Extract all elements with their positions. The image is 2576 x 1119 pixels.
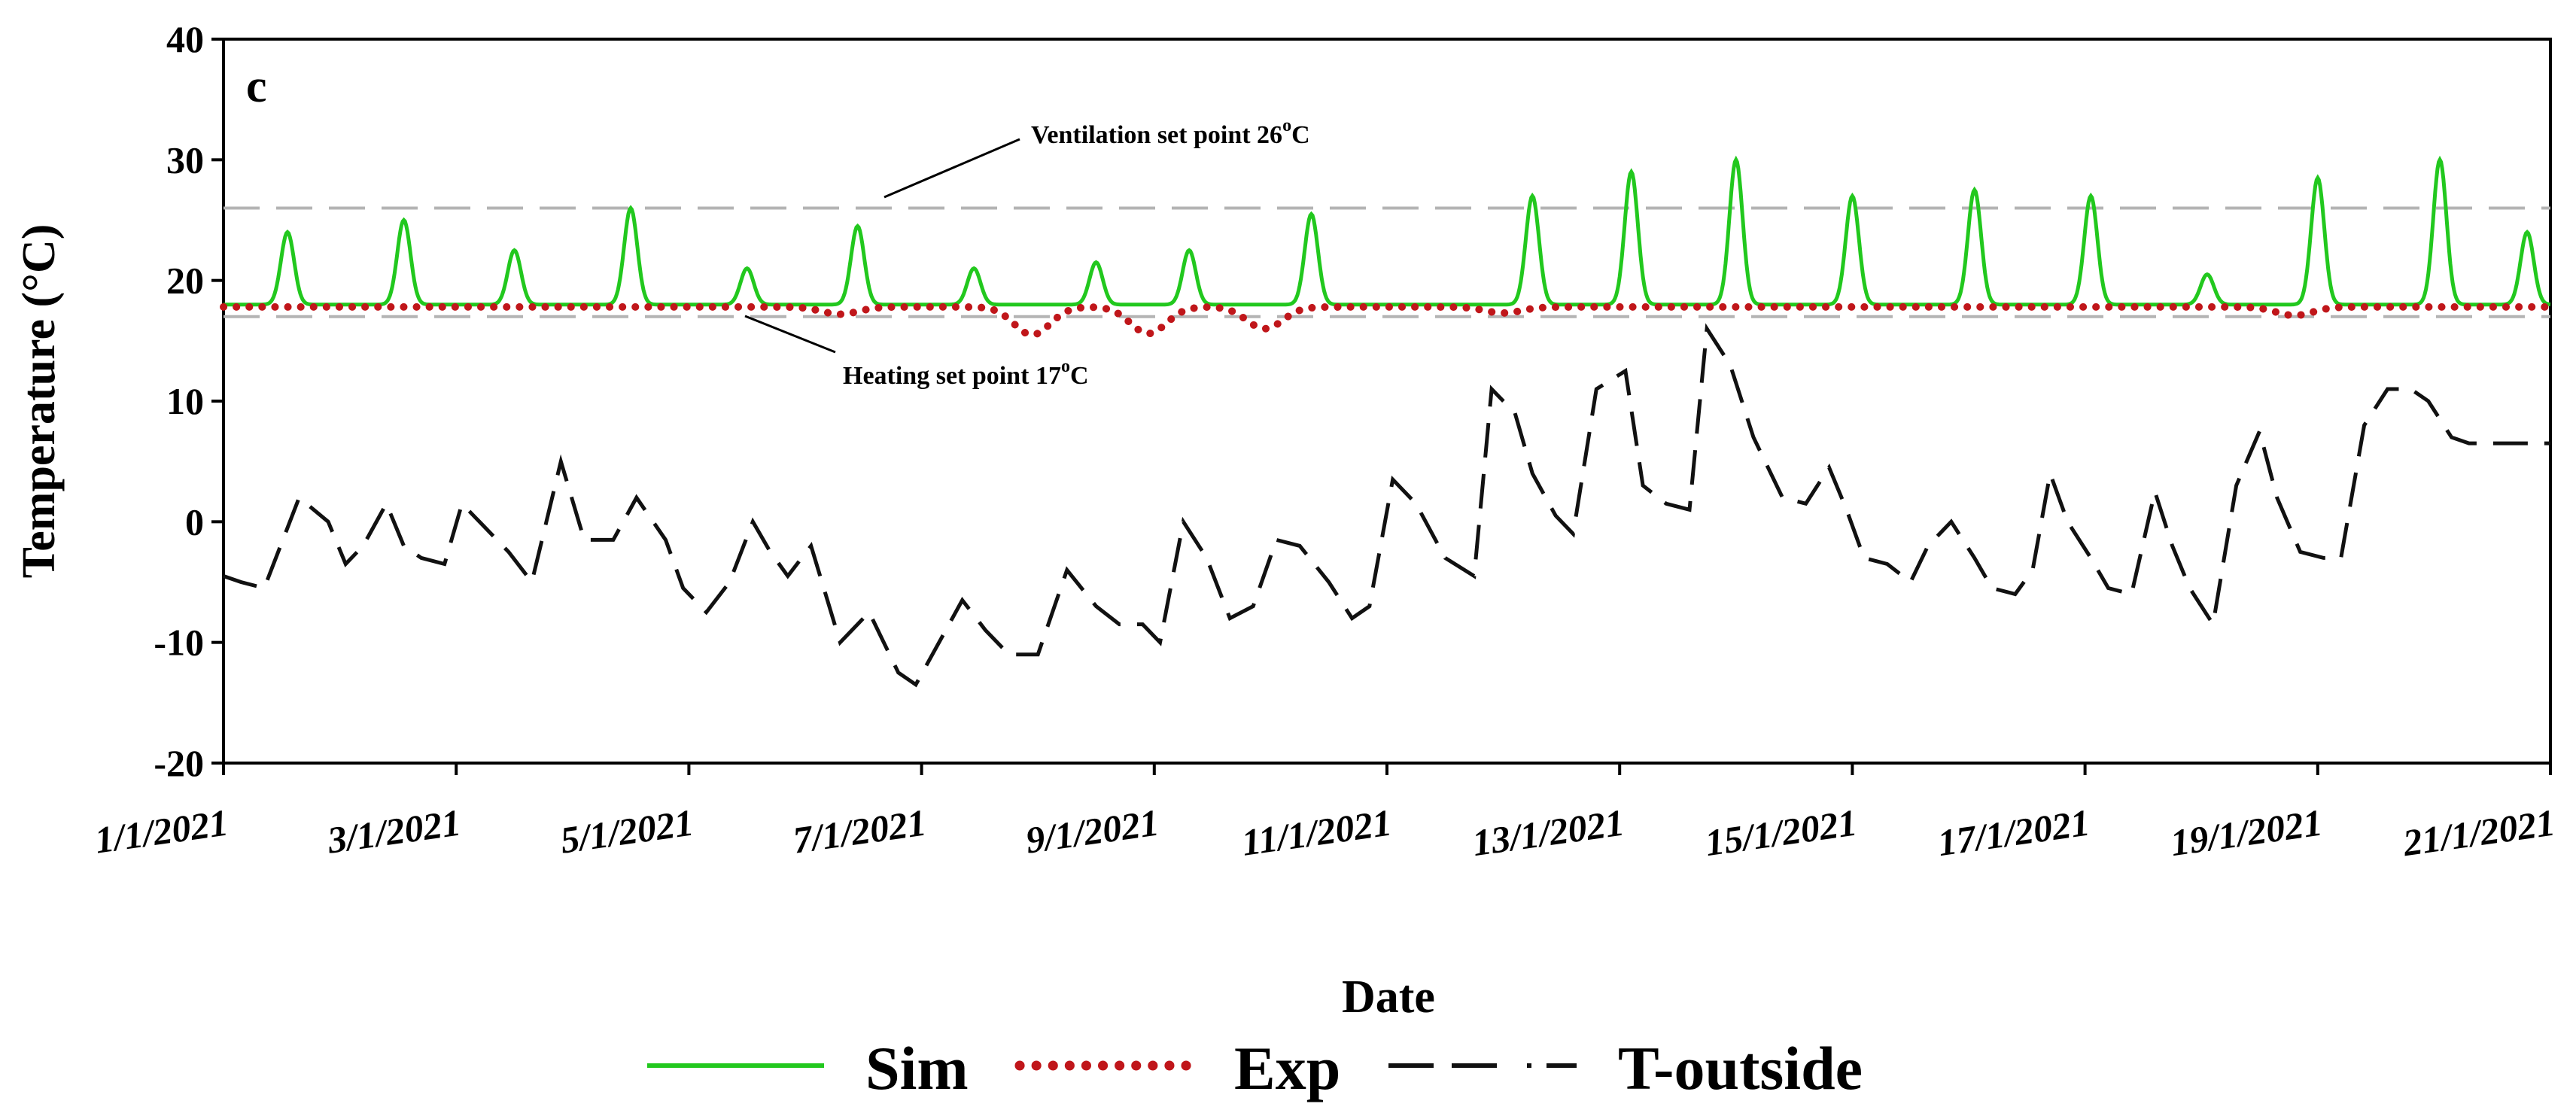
y-tick-label: 10 xyxy=(166,380,204,422)
ventilation-annotation-leader xyxy=(884,138,1020,199)
sim-series-line xyxy=(224,155,2551,307)
x-tick-label: 17/1/2021 xyxy=(1936,801,2093,864)
legend: Sim Exp T-outside xyxy=(647,1034,1863,1102)
x-tick-label: 1/1/2021 xyxy=(93,801,231,861)
y-tick-label: 40 xyxy=(166,18,204,60)
y-axis-ticks: -20 -10 0 10 20 30 40 xyxy=(154,18,224,784)
y-tick-label: -20 xyxy=(154,742,204,784)
x-tick-label: 19/1/2021 xyxy=(2168,801,2325,864)
y-axis-title: Temperature (°C) xyxy=(14,224,65,579)
heating-annotation: Heating set point 17oC xyxy=(843,357,1089,390)
x-tick-label: 13/1/2021 xyxy=(1470,801,1627,864)
heating-annotation-leader xyxy=(744,315,836,354)
exp-series-line xyxy=(220,303,2554,339)
y-tick-label: -10 xyxy=(154,622,204,664)
x-tick-label: 21/1/2021 xyxy=(2400,801,2558,864)
t-outside-series-line xyxy=(223,323,2550,688)
x-tick-label: 15/1/2021 xyxy=(1702,801,1860,864)
legend-outside-label: T-outside xyxy=(1618,1034,1863,1102)
x-tick-label: 3/1/2021 xyxy=(324,801,464,861)
panel-label: c xyxy=(246,61,267,112)
x-tick-label: 7/1/2021 xyxy=(790,801,929,861)
y-tick-label: 0 xyxy=(185,500,204,543)
legend-sim-label: Sim xyxy=(865,1034,969,1102)
legend-exp-label: Exp xyxy=(1234,1034,1340,1102)
x-tick-label: 5/1/2021 xyxy=(558,801,696,861)
plot-area xyxy=(222,38,2552,765)
ventilation-annotation: Ventilation set point 26oC xyxy=(1031,116,1310,149)
x-tick-label: 11/1/2021 xyxy=(1239,801,1394,863)
x-axis-title: Date xyxy=(1342,972,1435,1023)
y-tick-label: 30 xyxy=(166,138,204,181)
x-axis-ticks: 1/1/2021 3/1/2021 5/1/2021 7/1/2021 9/1/2021… xyxy=(93,763,2558,864)
x-tick-label: 9/1/2021 xyxy=(1023,801,1161,861)
y-tick-label: 20 xyxy=(166,260,204,302)
